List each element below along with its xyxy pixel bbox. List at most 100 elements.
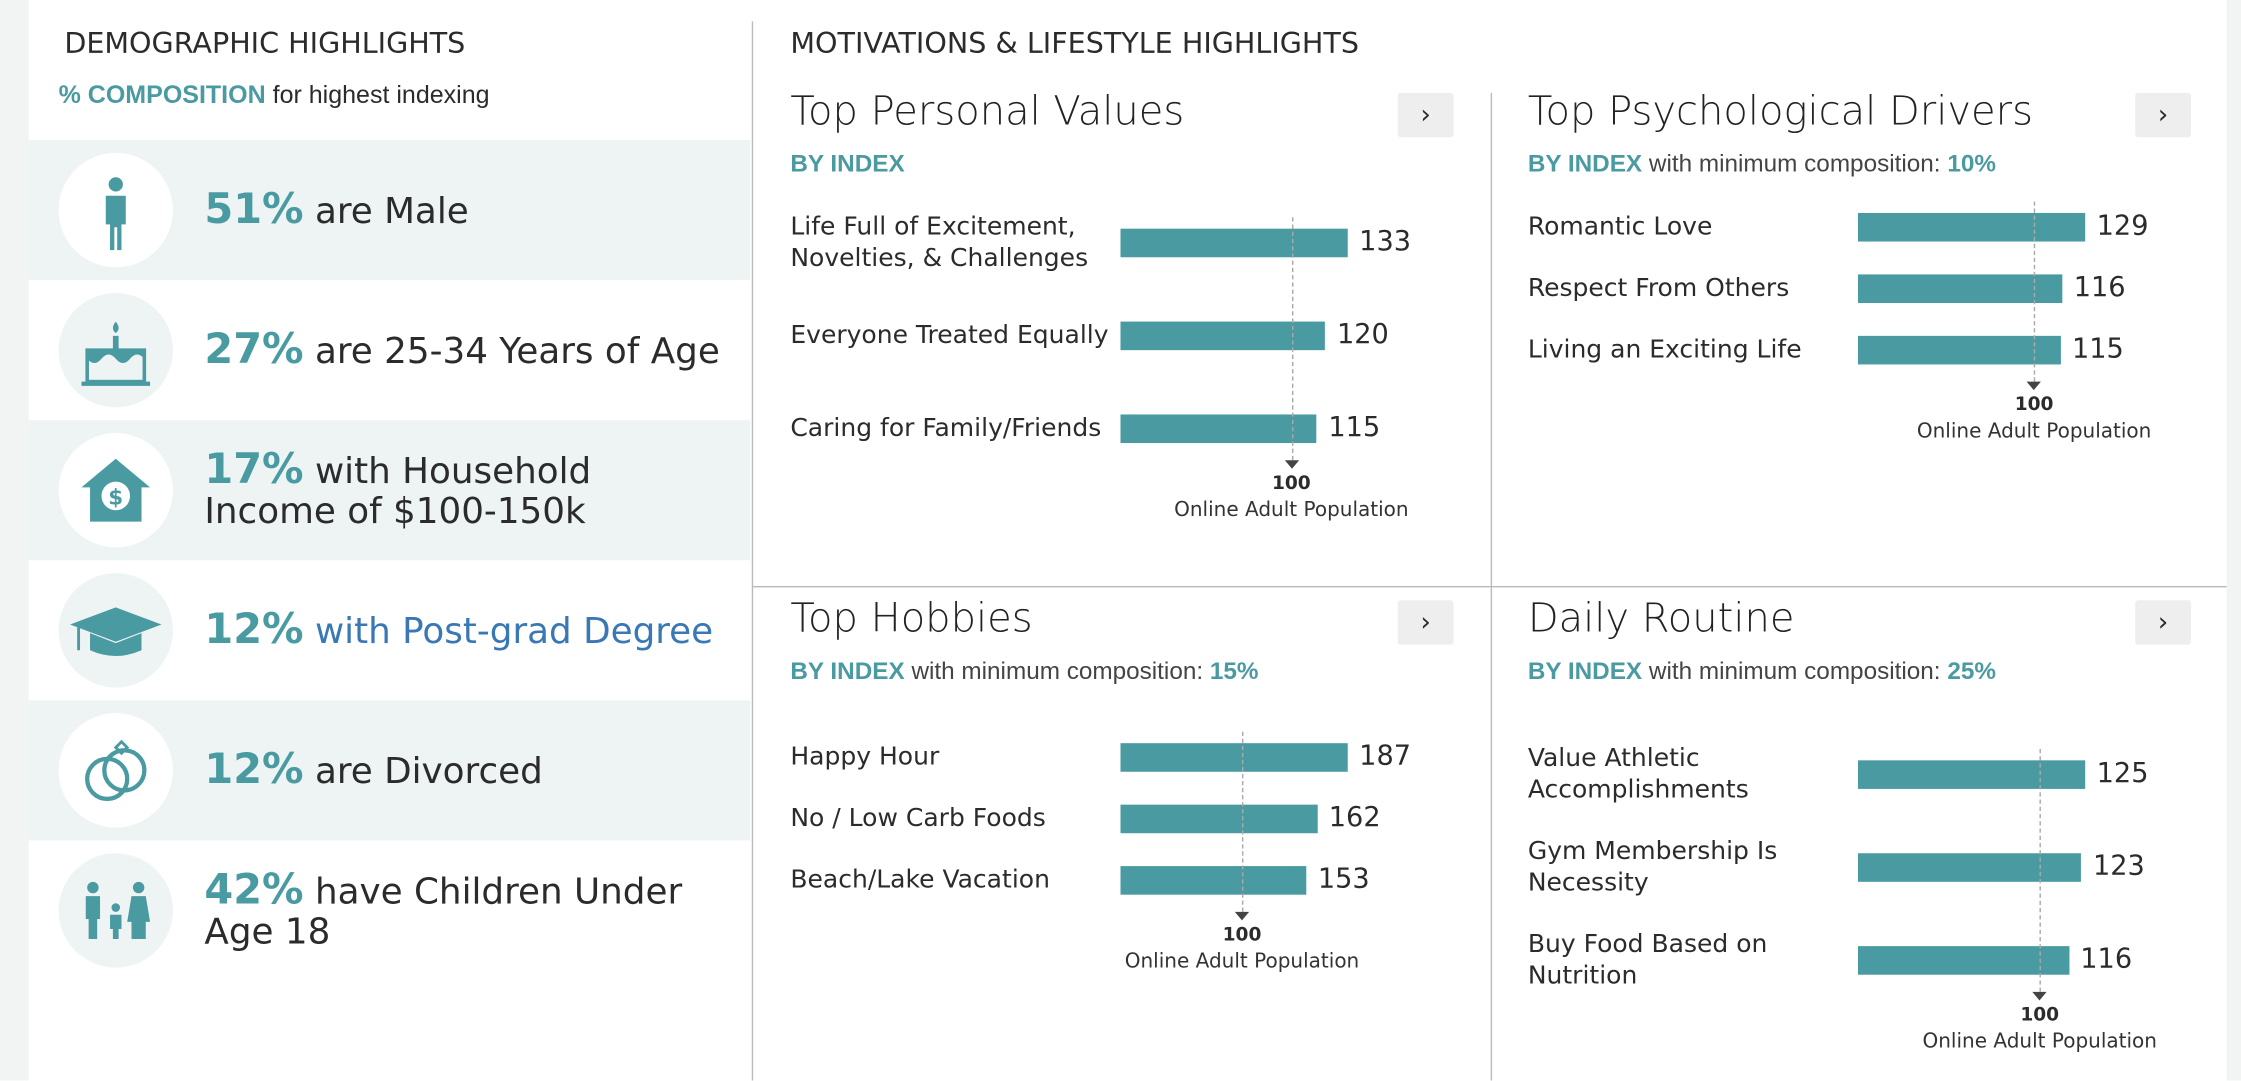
category-label: Buy Food Based on Nutrition bbox=[1527, 930, 1768, 991]
left-gutter bbox=[0, 0, 29, 1081]
value-label: 115 bbox=[2071, 333, 2124, 365]
by-index: BY INDEX bbox=[790, 657, 905, 685]
category-label: Romantic Love bbox=[1527, 212, 1713, 242]
demographic-subtitle: % COMPOSITION for highest indexing bbox=[59, 80, 490, 110]
min-value: 25% bbox=[1947, 657, 1996, 685]
reference-label: Online Adult Population bbox=[1922, 1030, 2157, 1054]
category-label: Everyone Treated Equally bbox=[790, 321, 1109, 351]
icon bbox=[58, 853, 173, 968]
bar bbox=[1857, 335, 2061, 365]
category-label: Value Athletic Accomplishments bbox=[1527, 744, 1749, 805]
category-label: Happy Hour bbox=[790, 743, 940, 772]
motivations-title: MOTIVATIONS & LIFESTYLE HIGHLIGHTS bbox=[790, 25, 1360, 61]
value-label: 115 bbox=[1328, 411, 1381, 444]
svg-text:$: $ bbox=[108, 486, 123, 511]
reference-label: Online Adult Population bbox=[1124, 950, 1360, 974]
reference-line bbox=[2034, 201, 2036, 382]
percent: 42% bbox=[204, 864, 304, 914]
bar bbox=[1120, 414, 1317, 444]
icon: $ bbox=[58, 433, 173, 548]
icon-graphic bbox=[85, 739, 147, 802]
subtitle-rest: for highest indexing bbox=[272, 80, 490, 109]
demographic-text: 12% are Divorced bbox=[204, 748, 726, 792]
value-label: 123 bbox=[2092, 850, 2145, 882]
reference-value: 100 bbox=[2014, 394, 2054, 416]
by-index: BY INDEX bbox=[1527, 150, 1643, 178]
panel-subtitle: BY INDEX with minimum composition: 15% bbox=[790, 657, 1258, 686]
icon bbox=[58, 292, 173, 408]
demographic-text: 27% are 25-34 Years of Age bbox=[204, 328, 726, 372]
panel-title: Daily Routine bbox=[1527, 594, 1795, 642]
bar bbox=[1857, 760, 2086, 789]
min-text: with minimum composition: bbox=[911, 657, 1204, 685]
right-gutter bbox=[2226, 0, 2241, 1081]
category-label: Living an Exciting Life bbox=[1527, 335, 1802, 365]
panel-title: Top Psychological Drivers bbox=[1527, 87, 2033, 135]
category-label: Caring for Family/Friends bbox=[790, 414, 1102, 444]
icon bbox=[58, 152, 173, 268]
reference-arrow bbox=[2032, 991, 2047, 1001]
demographic-text: 51% are Male bbox=[204, 188, 726, 232]
demographic-text: 17% with Household Income of $100-150k bbox=[204, 448, 726, 532]
subtitle-highlight: % COMPOSITION bbox=[58, 80, 266, 109]
by-index: BY INDEX bbox=[790, 150, 905, 178]
min-value: 15% bbox=[1209, 657, 1259, 685]
icon bbox=[58, 713, 173, 828]
expand-button[interactable]: › bbox=[2135, 92, 2191, 138]
icon-graphic bbox=[70, 607, 162, 657]
value-label: 116 bbox=[2073, 271, 2126, 303]
reference-label: Online Adult Population bbox=[1174, 498, 1409, 522]
description: with Post-grad Degree bbox=[314, 610, 714, 652]
min-value: 10% bbox=[1947, 150, 1996, 178]
category-label: Gym Membership Is Necessity bbox=[1527, 837, 1778, 898]
bar bbox=[1857, 212, 2086, 242]
divider bbox=[753, 585, 2227, 588]
demographic-title: DEMOGRAPHIC HIGHLIGHTS bbox=[64, 25, 466, 61]
value-label: 153 bbox=[1317, 863, 1370, 895]
bar bbox=[1120, 743, 1348, 772]
reference-value: 100 bbox=[1222, 924, 1262, 947]
divider bbox=[751, 21, 754, 1081]
category-label: Life Full of Excitement, Novelties, & Ch… bbox=[790, 212, 1089, 273]
percent: 12% bbox=[204, 744, 304, 794]
bar bbox=[1857, 274, 2063, 303]
bar bbox=[1120, 321, 1326, 351]
value-label: 162 bbox=[1328, 801, 1381, 834]
icon bbox=[58, 573, 173, 688]
percent: 51% bbox=[204, 184, 304, 233]
reference-arrow bbox=[1284, 460, 1299, 469]
reference-line bbox=[1291, 217, 1293, 461]
reference-arrow bbox=[1234, 911, 1250, 921]
by-index: BY INDEX bbox=[1527, 657, 1643, 685]
icon-graphic bbox=[105, 177, 126, 251]
expand-button[interactable]: › bbox=[2135, 600, 2191, 645]
value-label: 125 bbox=[2096, 757, 2149, 789]
value-label: 120 bbox=[1336, 318, 1389, 351]
demographic-text: 42% have Children Under Age 18 bbox=[204, 868, 726, 952]
category-label: Respect From Others bbox=[1527, 274, 1790, 303]
bar bbox=[1120, 866, 1307, 895]
description: are 25-34 Years of Age bbox=[314, 330, 720, 372]
percent: 17% bbox=[204, 444, 304, 494]
percent: 12% bbox=[204, 604, 304, 654]
reference-value: 100 bbox=[2020, 1004, 2060, 1027]
description: are Divorced bbox=[314, 750, 543, 792]
value-label: 116 bbox=[2080, 943, 2133, 975]
icon-graphic: $ bbox=[81, 458, 151, 522]
expand-button[interactable]: › bbox=[1397, 92, 1454, 138]
description: with Household Income of $100-150k bbox=[204, 450, 592, 532]
reference-line bbox=[2039, 748, 2042, 992]
bar bbox=[1120, 804, 1318, 834]
category-label: Beach/Lake Vacation bbox=[790, 866, 1050, 895]
min-text: with minimum composition: bbox=[1648, 150, 1941, 178]
panel-title: Top Hobbies bbox=[790, 594, 1033, 642]
value-label: 129 bbox=[2096, 210, 2149, 242]
reference-line bbox=[1241, 731, 1244, 912]
panel-subtitle: BY INDEX with minimum composition: 10% bbox=[1528, 150, 1996, 179]
icon-graphic bbox=[85, 881, 151, 939]
expand-button[interactable]: › bbox=[1397, 600, 1454, 645]
bar bbox=[1120, 228, 1348, 258]
description: have Children Under Age 18 bbox=[204, 870, 683, 952]
